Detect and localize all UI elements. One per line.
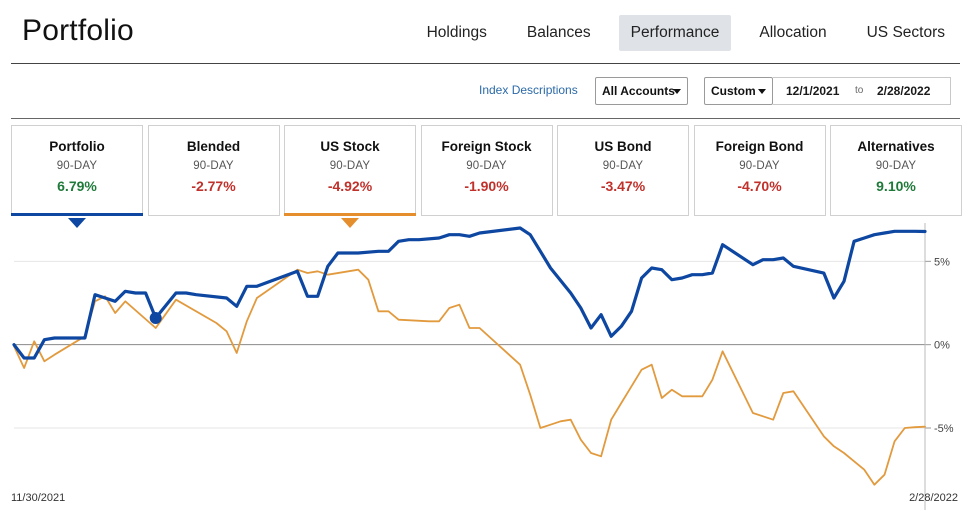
x-end-label: 2/28/2022	[909, 492, 958, 504]
card-value: -4.70%	[737, 178, 782, 194]
card-value: 9.10%	[876, 178, 916, 194]
tab-balances[interactable]: Balances	[526, 24, 591, 41]
card-value: -2.77%	[191, 178, 236, 194]
page-title: Portfolio	[22, 14, 134, 47]
card-name: US Bond	[594, 139, 652, 154]
card-period: 90-DAY	[466, 160, 507, 172]
series-line-portfolio	[12, 226, 927, 360]
date-range: 12/1/2021 to 2/28/2022	[773, 77, 951, 105]
card-name: Portfolio	[49, 139, 105, 154]
card-us-stock[interactable]: US Stock 90-DAY -4.92%	[284, 125, 416, 228]
card-alternatives[interactable]: Alternatives 90-DAY 9.10%	[830, 125, 962, 216]
date-to-label: to	[855, 85, 864, 96]
tab-us-sectors[interactable]: US Sectors	[866, 24, 945, 41]
card-name: US Stock	[320, 139, 380, 154]
date-from-input[interactable]: 12/1/2021	[786, 84, 840, 98]
card-selected-bar	[11, 213, 143, 216]
card-period: 90-DAY	[193, 160, 234, 172]
performance-chart-svg: 5% 0% -5%	[12, 223, 954, 510]
accounts-dropdown-value: All Accounts	[602, 84, 675, 98]
index-descriptions-link[interactable]: Index Descriptions	[479, 83, 578, 97]
filter-controls: Index Descriptions All Accounts Custom 1…	[0, 72, 971, 110]
card-name: Foreign Stock	[441, 139, 532, 154]
chevron-down-icon	[673, 89, 681, 94]
card-us-bond[interactable]: US Bond 90-DAY -3.47%	[557, 125, 689, 216]
card-name: Foreign Bond	[715, 139, 804, 154]
range-dropdown-value: Custom	[711, 84, 756, 98]
header-divider	[11, 63, 960, 64]
card-foreign-stock[interactable]: Foreign Stock 90-DAY -1.90%	[420, 125, 553, 216]
y-tick-label: 5%	[934, 256, 950, 268]
card-name: Blended	[186, 139, 241, 154]
range-dropdown[interactable]: Custom	[704, 77, 773, 105]
performance-chart[interactable]: 5% 0% -5% 11/30/2021 2/28/2022	[0, 218, 971, 511]
chevron-down-icon	[758, 89, 766, 94]
accounts-dropdown[interactable]: All Accounts	[595, 77, 688, 105]
card-name: Alternatives	[857, 139, 935, 154]
card-blended[interactable]: Blended 90-DAY -2.77%	[147, 125, 280, 216]
x-start-label: 11/30/2021	[11, 492, 66, 504]
card-foreign-bond[interactable]: Foreign Bond 90-DAY -4.70%	[693, 125, 826, 216]
benchmark-cards: Portfolio 90-DAY 6.79% Blended 90-DAY -2…	[11, 125, 962, 228]
series-line-us-stock	[13, 268, 926, 486]
card-value: 6.79%	[57, 178, 97, 194]
card-period: 90-DAY	[56, 160, 98, 172]
header: Portfolio Holdings Balances Performance …	[0, 0, 971, 64]
card-period: 90-DAY	[329, 160, 371, 172]
card-pointer-icon	[341, 218, 359, 228]
card-value: -3.47%	[600, 178, 646, 194]
card-period: 90-DAY	[875, 160, 917, 172]
card-pointer-icon	[68, 218, 86, 228]
card-value: -4.92%	[327, 178, 373, 194]
card-value: -1.90%	[464, 178, 509, 194]
controls-divider	[11, 118, 960, 119]
card-period: 90-DAY	[602, 160, 644, 172]
card-period: 90-DAY	[739, 160, 780, 172]
card-portfolio[interactable]: Portfolio 90-DAY 6.79%	[11, 125, 143, 228]
card-selected-bar	[284, 213, 416, 216]
y-tick-label: -5%	[934, 423, 954, 435]
tab-allocation[interactable]: Allocation	[759, 24, 827, 41]
tab-performance[interactable]: Performance	[618, 15, 732, 51]
tab-holdings[interactable]: Holdings	[426, 24, 487, 41]
hover-marker	[149, 312, 162, 324]
date-to-input[interactable]: 2/28/2022	[877, 84, 931, 98]
nav-tabs: Holdings Balances Performance Allocation…	[399, 15, 957, 51]
y-tick-label: 0%	[934, 340, 950, 352]
